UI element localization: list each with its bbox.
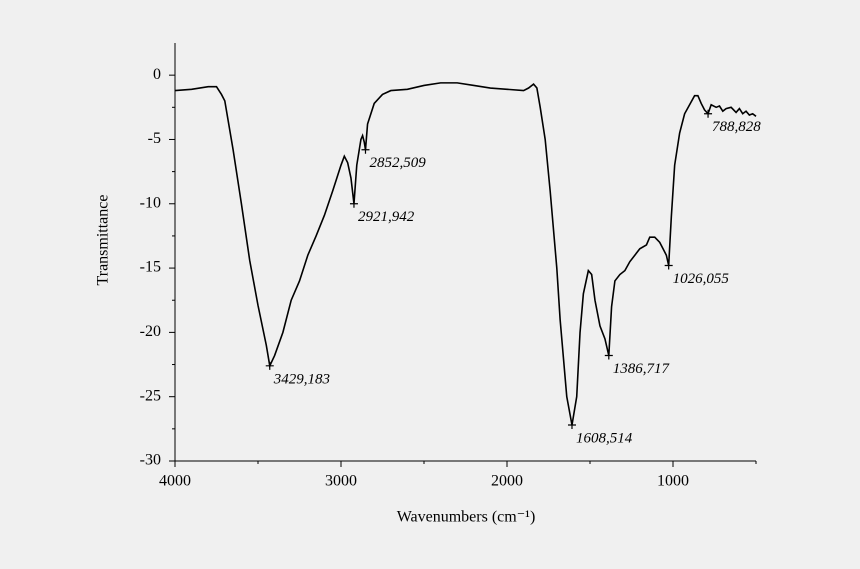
x-tick-label: 1000 <box>657 473 689 490</box>
y-tick-label: -20 <box>140 323 161 340</box>
peak-label: 2921,942 <box>358 209 415 225</box>
spectrum-line <box>174 82 757 426</box>
y-tick-label: -30 <box>140 452 161 469</box>
peak-marker <box>704 109 713 118</box>
y-tick-label: -15 <box>140 259 161 276</box>
peak-marker <box>567 420 576 429</box>
y-tick-label: -10 <box>140 194 161 211</box>
peak-label: 2852,509 <box>369 155 426 171</box>
peak-marker <box>349 199 358 208</box>
peak-marker <box>265 361 274 370</box>
x-tick-label: 3000 <box>325 473 357 490</box>
peak-label: 1026,055 <box>673 271 730 287</box>
peak-label: 788,828 <box>712 119 761 135</box>
peak-label: 1386,717 <box>613 361 671 377</box>
x-axis-label: Wavenumbers (cm⁻¹) <box>397 509 536 526</box>
peak-label: 3429,183 <box>273 371 330 387</box>
y-tick-label: -5 <box>148 130 161 147</box>
peak-label: 1608,514 <box>576 430 633 446</box>
y-tick-label: 0 <box>153 66 161 83</box>
y-axis-label: Transmittance <box>95 195 112 286</box>
x-tick-label: 2000 <box>491 473 523 490</box>
peak-marker <box>604 351 613 360</box>
peak-marker <box>664 261 673 270</box>
x-tick-label: 4000 <box>159 473 191 490</box>
peak-marker <box>361 145 370 154</box>
y-tick-label: -25 <box>140 387 161 404</box>
